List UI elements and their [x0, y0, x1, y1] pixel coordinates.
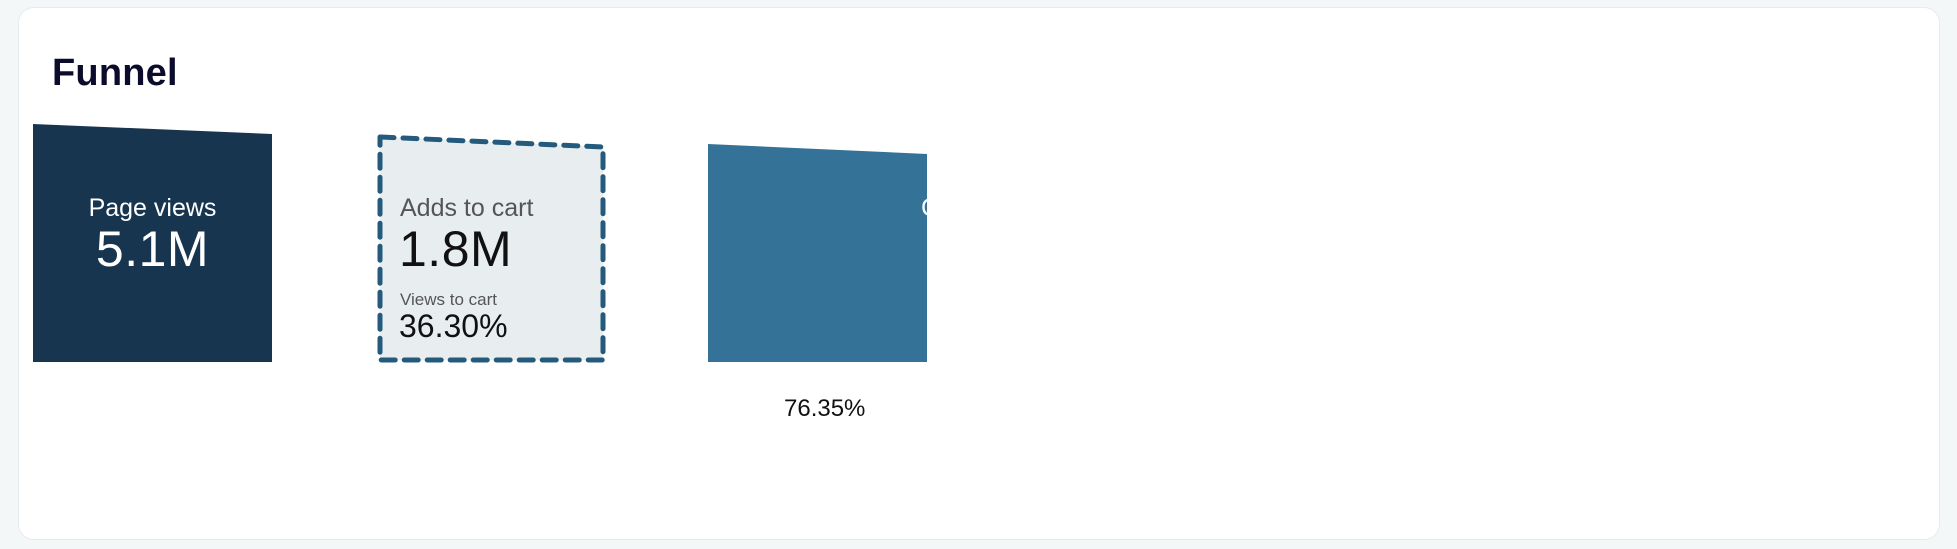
page-title: Funnel	[52, 52, 178, 94]
stage-page-views[interactable]: Page views 5.1M	[33, 124, 273, 363]
stage-sub-value: 36.30%	[399, 308, 508, 344]
stage-shape	[33, 124, 272, 362]
stage-checkouts[interactable]: Checkouts	[708, 144, 1039, 363]
stage-value: 5.1M	[95, 221, 210, 277]
step-conversion: 76.35%	[784, 395, 866, 422]
stage-value: 1.8M	[399, 221, 513, 277]
stage-sub-label: Views to cart	[400, 290, 498, 309]
stage-label: Adds to cart	[400, 194, 534, 222]
stage-adds-to-cart[interactable]: Adds to cart 1.8M Views to cart 36.30%	[376, 133, 608, 365]
stage-shape-highlighted	[377, 134, 606, 363]
stage-label: Checkouts	[921, 194, 1040, 222]
funnel-card	[18, 7, 1940, 540]
stage-shape	[708, 144, 927, 362]
stage-label: Page views	[88, 194, 217, 222]
